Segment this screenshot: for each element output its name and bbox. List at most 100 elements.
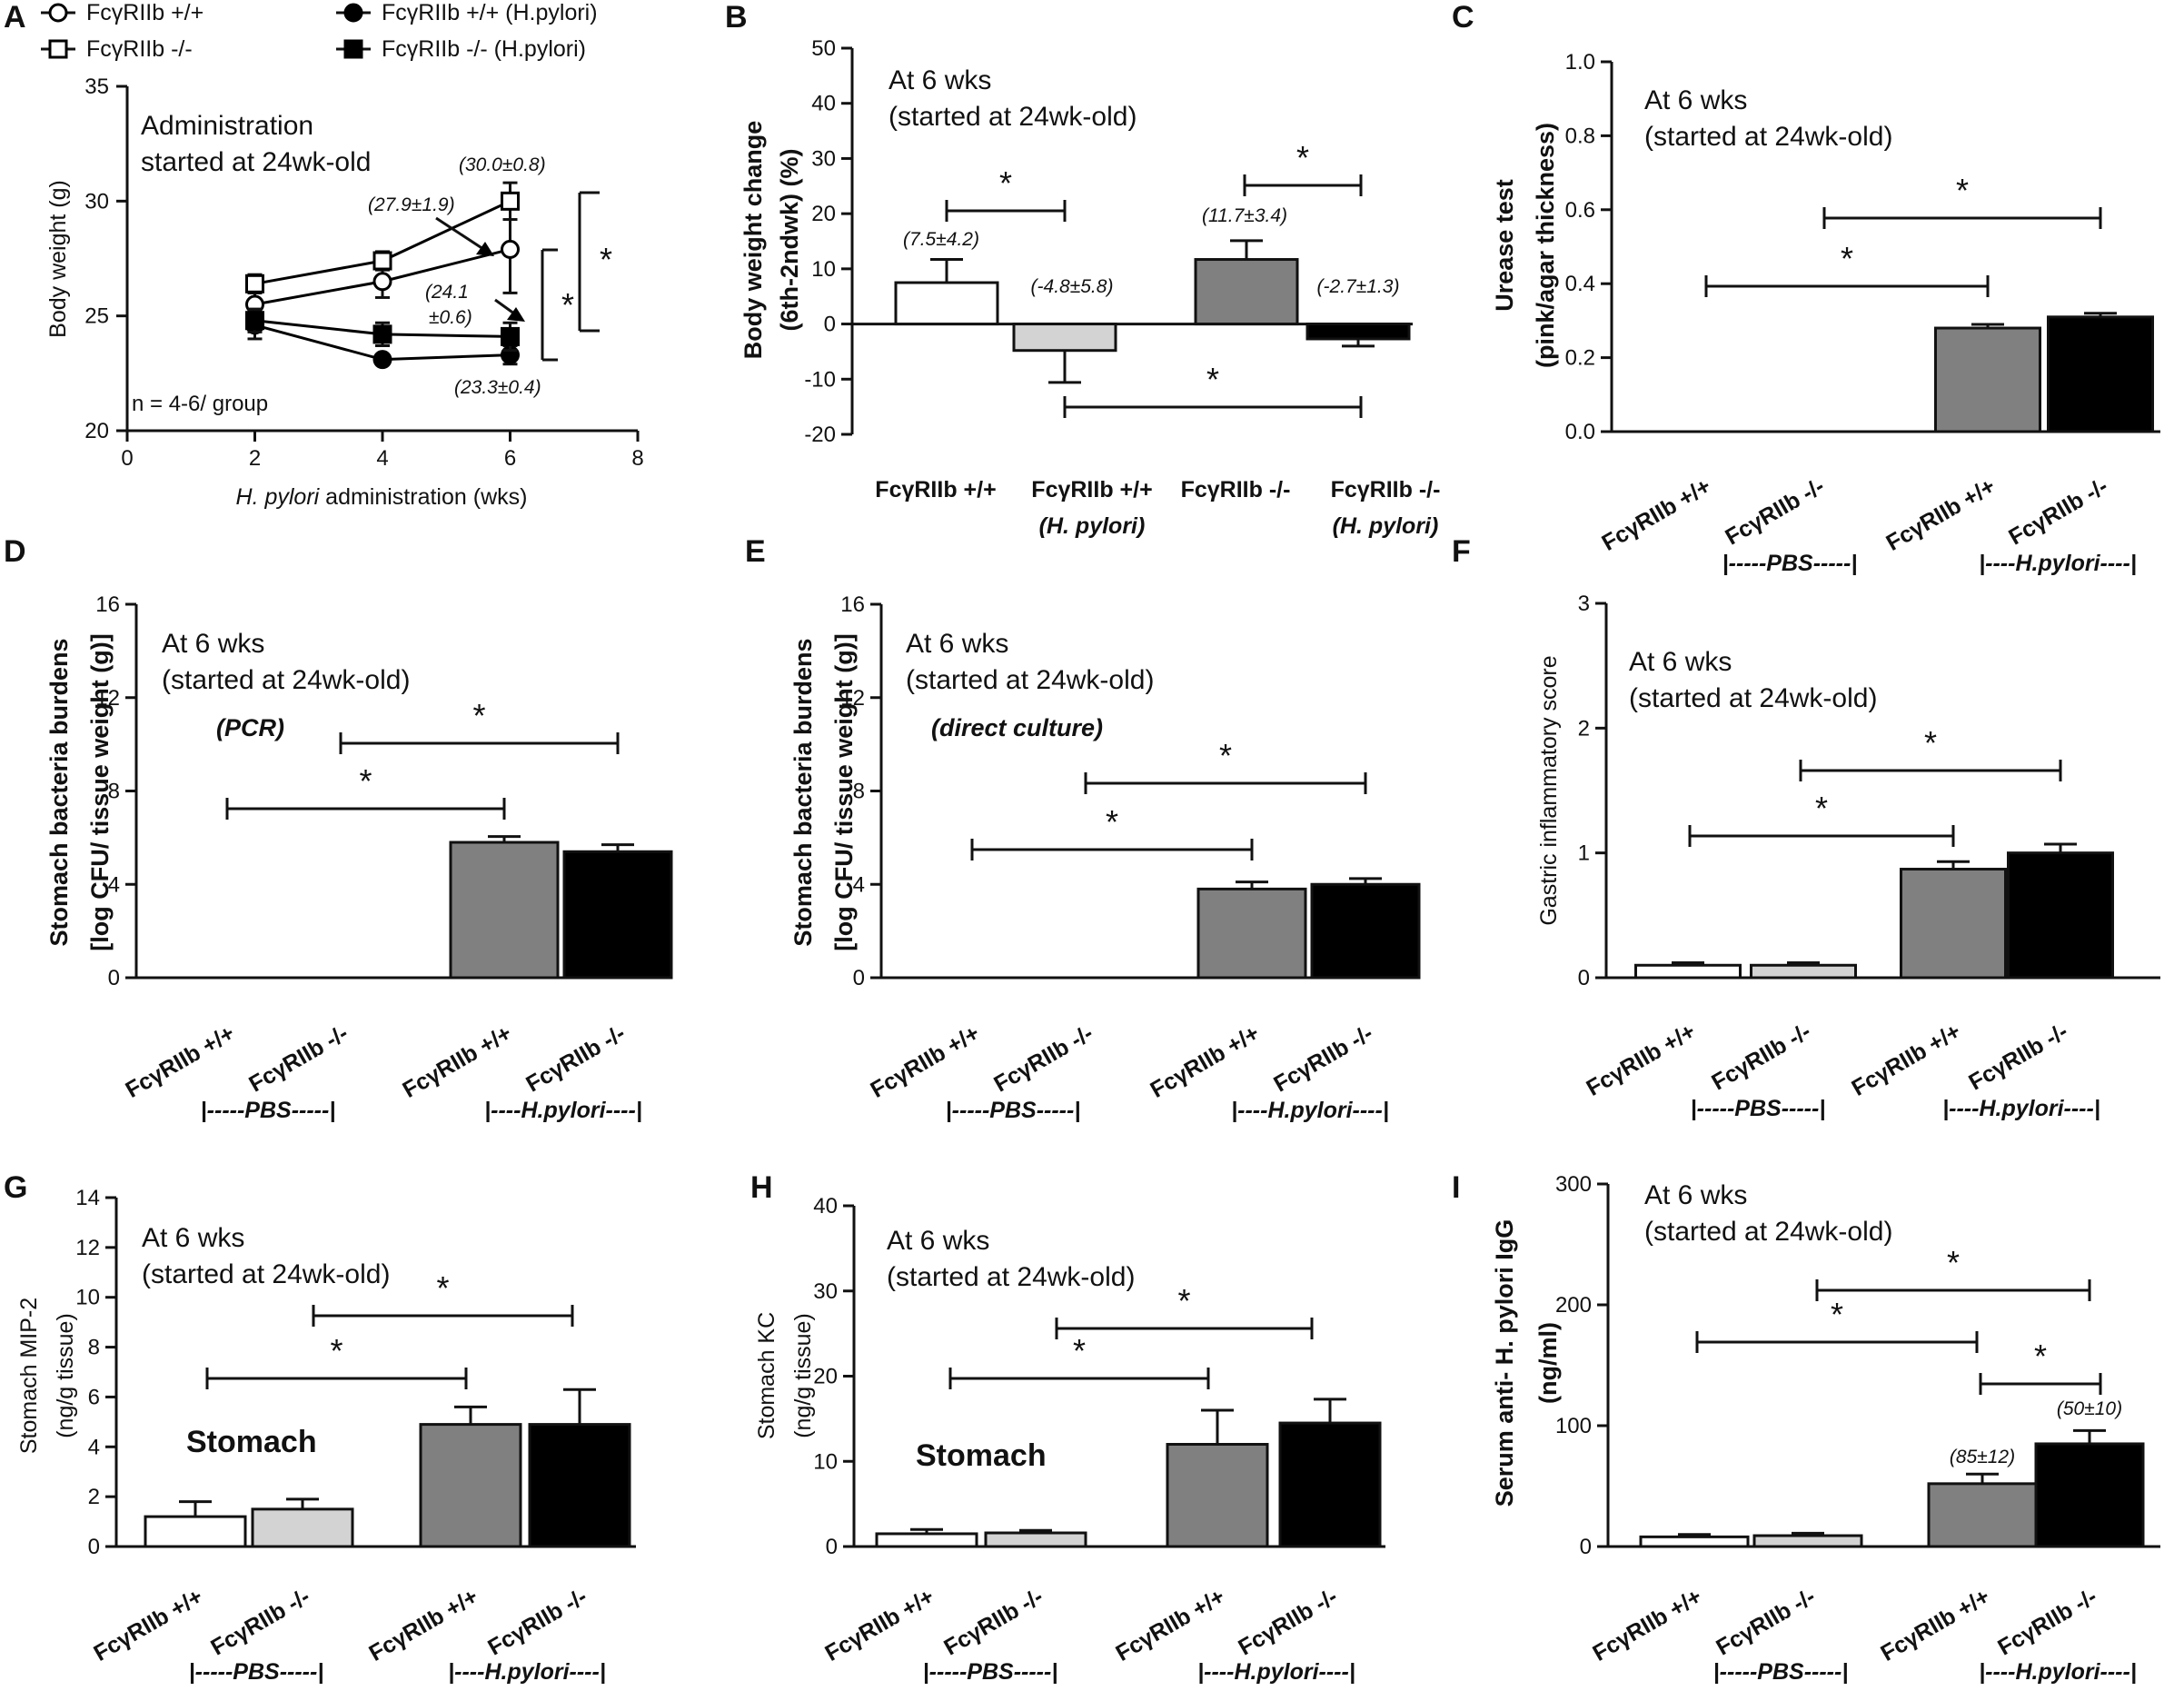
y-tick-label: 2 <box>1578 716 1590 741</box>
bar-2 <box>1752 1534 1863 1548</box>
x-tick-label: 0 <box>121 446 133 471</box>
x-axis-label: H. pylori administration (wks) <box>236 484 528 510</box>
bar-3 <box>1166 1443 1269 1548</box>
significance-star: * <box>1831 1296 1843 1333</box>
panel-title-line2: (started at 24wk-old) <box>1629 683 1877 713</box>
y-tick-label: 0 <box>824 313 836 337</box>
y-tick-label: 14 <box>75 1186 100 1210</box>
group-label-pbs: |-----PBS-----| <box>1722 551 1858 576</box>
y-tick-label: 16 <box>95 592 120 617</box>
significance-star: * <box>1815 790 1828 827</box>
category-label: FcγRIIb +/+ <box>398 1020 516 1103</box>
legend-marker <box>343 3 363 23</box>
legend-label: FcγRIIb -/- <box>86 36 193 62</box>
category-label: FcγRIIb -/- <box>1269 1020 1377 1098</box>
y-tick-label: 0.0 <box>1565 420 1595 444</box>
legend-label: FcγRIIb +/+ (H.pylori) <box>382 0 598 25</box>
bar-4 <box>2047 315 2154 433</box>
panel-title-line1: At 6 wks <box>162 629 264 659</box>
bar-1 <box>1634 963 1742 980</box>
y-axis-label: Stomach bacteria burdens <box>45 638 73 946</box>
category-label: FcγRIIb +/+ <box>1031 477 1152 502</box>
group-label-pbs: |-----PBS-----| <box>1713 1659 1849 1685</box>
bar-4 <box>1305 323 1411 341</box>
category-label: FcγRIIb +/+ <box>1582 1019 1700 1101</box>
y-tick-label: 1.0 <box>1565 50 1595 75</box>
y-tick-label: 50 <box>811 36 836 61</box>
y-axis-label: Gastric inflammatory score <box>1536 655 1562 925</box>
annotation: (23.3±0.4) <box>454 377 541 398</box>
annotation: n = 4-6/ group <box>132 392 268 416</box>
y-tick-label: 30 <box>813 1279 838 1304</box>
category-label: FcγRIIb -/- <box>1331 477 1441 502</box>
y-tick-label: 1 <box>1578 841 1590 866</box>
significance-star: * <box>1073 1332 1086 1369</box>
significance-star: * <box>1296 139 1309 176</box>
x-tick-label: 2 <box>249 446 261 471</box>
panel-title-line1: At 6 wks <box>142 1223 244 1253</box>
y-axis-label: Stomach MIP-2 <box>16 1298 42 1454</box>
significance-star: * <box>330 1332 342 1369</box>
panel-title-line2: (started at 24wk-old) <box>1644 122 1892 152</box>
data-point <box>372 324 392 344</box>
annotation: ±0.6) <box>429 307 472 328</box>
bar-4 <box>1278 1421 1382 1548</box>
group-label-hpylori: |----H.pylori----| <box>1231 1098 1389 1123</box>
y-tick-label: 200 <box>1555 1293 1592 1318</box>
significance-star: * <box>600 241 612 278</box>
bar-3 <box>1927 1482 2038 1548</box>
annotation: (27.9±1.9) <box>368 194 455 215</box>
data-point <box>372 251 392 271</box>
y-tick-label: 16 <box>840 592 865 617</box>
significance-star: * <box>2034 1338 2047 1375</box>
y-axis-label: Body weight change <box>740 121 767 360</box>
category-label: FcγRIIb +/+ <box>1146 1020 1264 1103</box>
y-tick-label: 0 <box>853 966 865 990</box>
y-tick-label: 20 <box>811 202 836 226</box>
category-label: FcγRIIb -/- <box>483 1584 591 1661</box>
y-tick-label: 6 <box>88 1385 100 1409</box>
value-label: (85±12) <box>1950 1447 2015 1467</box>
y-axis-label: Body weight (g) <box>45 180 71 338</box>
group-label-pbs: |-----PBS-----| <box>201 1098 336 1123</box>
category-label: FcγRIIb -/- <box>1712 1584 1820 1661</box>
y-axis-label: Urease test <box>1491 179 1518 312</box>
y-tick-label: 8 <box>853 780 865 804</box>
x-tick-label: 4 <box>376 446 388 471</box>
group-label-hpylori: |----H.pylori----| <box>1979 1659 2137 1685</box>
panel-title-line1: At 6 wks <box>887 1226 989 1256</box>
y-tick-label: 0 <box>1578 966 1590 990</box>
y-tick-label: -10 <box>804 367 836 392</box>
significance-star: * <box>1841 240 1853 277</box>
y-tick-label: 0.2 <box>1565 346 1595 371</box>
bar-4 <box>562 850 673 980</box>
category-label: FcγRIIb +/+ <box>1881 473 2000 556</box>
x-axis-label-rest: administration (wks) <box>319 484 527 510</box>
significance-star: * <box>1106 803 1118 841</box>
x-tick-label: 8 <box>631 446 643 471</box>
y-axis-label: Stomach KC <box>754 1312 779 1439</box>
category-label: FcγRIIb +/+ <box>1111 1584 1229 1666</box>
category-sublabel: (H. pylori) <box>1039 513 1146 539</box>
category-sublabel: (H. pylori) <box>1333 513 1439 539</box>
bar-3 <box>1196 887 1307 980</box>
panel-title-line2: (started at 24wk-old) <box>1644 1217 1892 1247</box>
category-label: FcγRIIb +/+ <box>875 477 996 502</box>
annotation: Administration <box>141 111 313 141</box>
bar-2 <box>251 1507 354 1548</box>
category-label: FcγRIIb +/+ <box>1876 1584 1994 1666</box>
panel-title-line1: At 6 wks <box>888 65 991 95</box>
bar-3 <box>419 1423 522 1548</box>
panel-label: H <box>750 1170 773 1205</box>
panel-A: A FcγRIIb +/+ FcγRIIb -/- FcγRIIb +/+ (H.py… <box>4 0 644 510</box>
panel-label: G <box>4 1170 27 1205</box>
value-label: (-4.8±5.8) <box>1031 276 1114 297</box>
bar-2 <box>984 1531 1087 1548</box>
legend-marker <box>343 39 363 59</box>
bar-2 <box>1012 323 1117 353</box>
bar-4 <box>528 1423 631 1548</box>
